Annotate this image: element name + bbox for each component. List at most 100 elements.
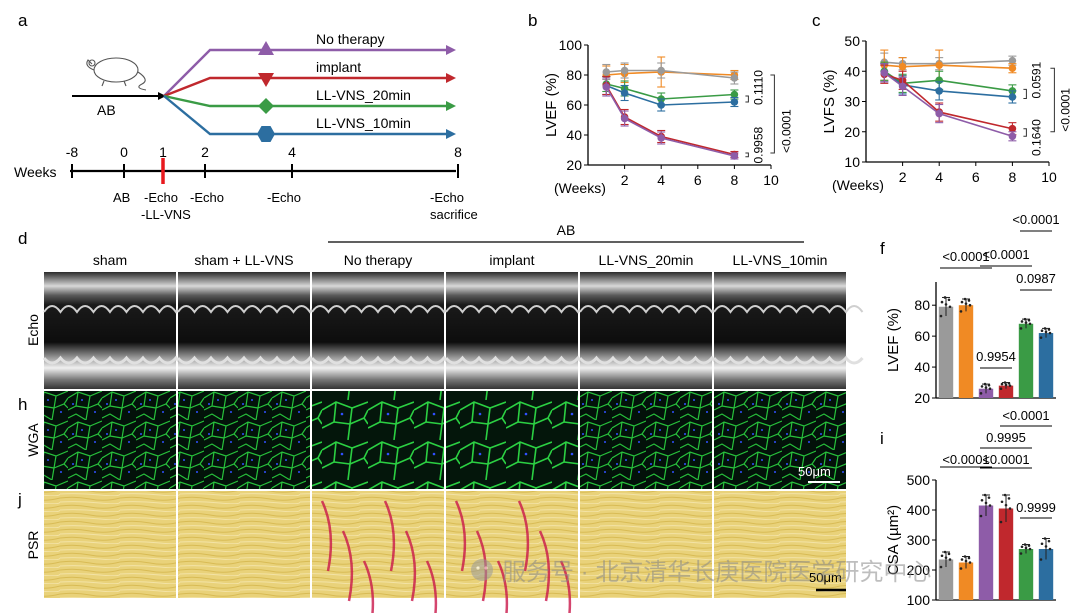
scatter-dot [944,556,948,559]
scatter-dot [1043,537,1047,540]
scatter-dot [943,550,947,554]
scatter-dot [987,496,991,499]
series-line [884,59,1013,65]
data-point [730,152,739,160]
fibrosis-streak [425,560,438,613]
scatter-dot [1048,331,1052,335]
significance-bracket [745,152,749,158]
data-point [1008,124,1017,133]
p-value-label: <0.0001 [942,452,989,467]
echo-wall-trace [713,305,864,314]
x-axis-label: (Weeks) [554,180,606,196]
scatter-dot [1040,329,1044,333]
watermark-text: 服务号 · 北京清华长庚医院医学研究中心 [502,559,931,586]
x-tick-label: 2 [899,169,907,185]
micrograph-tile [446,491,578,598]
fibrosis-streak [496,560,509,613]
micrograph-tile [714,272,846,389]
y-tick-label: 60 [914,328,930,344]
arm-arrowhead [446,73,456,83]
fibrosis-streak [454,500,467,572]
column-header: implant [489,252,534,268]
bar [998,385,1014,398]
arm-label: implant [316,59,361,75]
y-tick-label: 40 [914,359,930,375]
y-tick-label: 300 [907,532,931,548]
p-value-annotation: 0.9958 [751,126,765,163]
scatter-dot [943,296,947,299]
scatter-dot [963,297,967,301]
data-point [620,89,629,97]
echo-wall-trace [311,305,462,314]
scatter-dot [1048,547,1052,551]
event-echo-4: -Echo [267,190,301,205]
timeline-tick-label: 8 [454,144,462,160]
scatter-dot [963,555,967,558]
bar [998,508,1014,600]
panel-letter-d: d [18,229,27,248]
p-value-annotation: <0.0001 [1058,88,1072,132]
timeline-label: Weeks [14,164,57,180]
scatter-dot [1047,539,1051,543]
data-point [898,82,907,91]
echo-wall-trace [578,355,730,365]
scatter-dot [1039,558,1043,561]
micrograph-tile [714,491,846,598]
y-tick-label: 80 [566,67,582,83]
x-tick-label: 10 [763,172,779,188]
row-label: WGA [25,423,41,457]
y-tick-label: 80 [914,297,930,313]
ab-label: AB [97,102,116,118]
micrograph-tile [178,491,310,598]
fibrosis-streak [538,530,551,602]
scatter-dot [1047,328,1051,331]
y-axis-label: LVEF (%) [885,308,902,372]
p-value-label: 0.0987 [1016,271,1056,286]
event-llvns: -LL-VNS [141,207,191,222]
bar [938,559,954,600]
wechat-icon [471,559,493,581]
scatter-dot [1027,544,1031,547]
scatter-dot [944,303,948,306]
event-echo-2: -Echo [190,190,224,205]
scatter-dot [984,501,988,505]
timeline-tick-label: 0 [120,144,128,160]
p-value-label: <0.0001 [1002,408,1049,423]
arm-marker [258,73,274,87]
data-point [657,134,665,142]
scatter-dot [1043,327,1047,330]
echo-wall-trace [42,355,194,365]
micrograph-tile [580,491,712,598]
arm-marker [258,98,274,114]
significance-bracket [1050,67,1055,133]
x-tick-label: 8 [731,172,739,188]
scatter-dot [1044,330,1048,334]
timeline-tick-label: 2 [201,144,209,160]
scatter-dot [980,385,984,388]
chart-csa-bars: 100 200 300 400 500 CSA (µm²) <0.0001 0.9995 <0.… [885,408,1056,608]
panel-letter-i: i [880,429,884,448]
scatter-dot [948,558,952,561]
series-line [606,83,735,100]
data-point [730,74,739,82]
column-header: No therapy [344,252,412,268]
bar [958,305,974,398]
bar [1038,549,1054,600]
scatter-dot [968,303,972,307]
data-point [1008,132,1017,141]
echo-wall-trace [579,305,730,314]
echo-wall-trace [444,355,596,365]
arm-label: No therapy [316,31,384,47]
data-point [602,83,611,91]
series-line [884,73,1013,130]
column-header: LL-VNS_10min [733,252,828,268]
mouse-icon [86,57,147,91]
data-point [657,101,665,109]
panel-letter-c: c [812,11,821,30]
panel-letter-a: a [18,11,28,30]
scatter-dot [967,299,971,302]
p-value-label: 0.9995 [986,430,1026,445]
micrograph-tile [44,272,176,389]
echo-wall-trace [177,305,328,314]
scatter-dot [1020,545,1024,549]
